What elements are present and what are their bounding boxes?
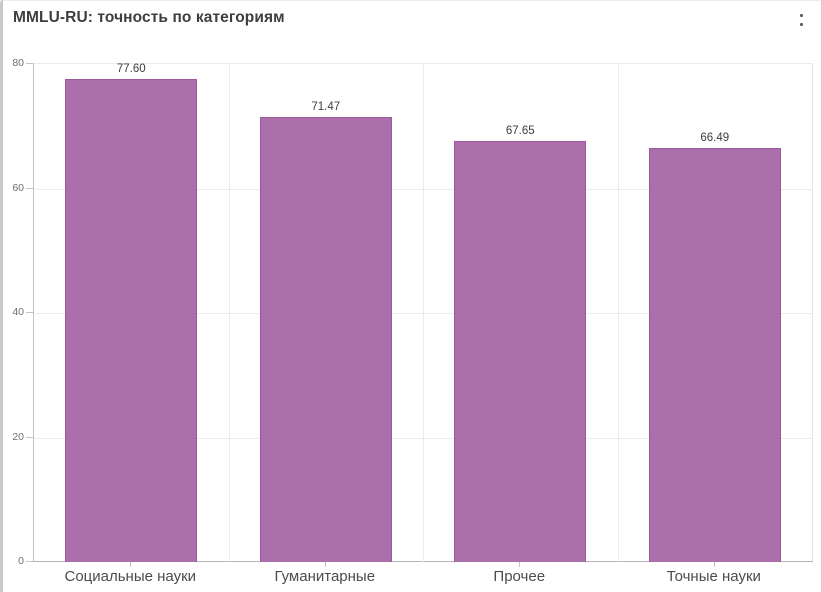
x-axis-tick-mark [713, 562, 715, 567]
gridline-vertical [617, 64, 619, 562]
y-axis-tick-label: 20 [12, 430, 24, 443]
y-axis-tick-label: 40 [12, 306, 24, 318]
bar-value-label: 71.47 [311, 101, 341, 113]
x-axis-tick-mark [324, 562, 326, 567]
bar-slot: 77.60 [34, 63, 229, 562]
card-left-edge [0, 0, 3, 592]
bar-1[interactable] [65, 79, 198, 562]
y-axis-tick-mark [26, 63, 33, 64]
bar-slot: 71.47 [229, 64, 424, 562]
gridline-vertical [228, 64, 230, 562]
kebab-menu-icon[interactable] [794, 11, 808, 33]
x-axis-category-label: Гуманитарные [274, 568, 376, 585]
bar-3[interactable] [454, 141, 587, 562]
kebab-dot [799, 23, 803, 26]
bar-value-label: 77.60 [116, 63, 146, 75]
bar-2[interactable] [259, 117, 392, 562]
bar-value-label: 66.49 [700, 132, 730, 144]
y-axis-tick-label: 60 [12, 181, 24, 194]
x-axis-category-label: Прочее [493, 568, 546, 585]
x-axis-tick-mark [130, 562, 132, 567]
kebab-dot [799, 14, 803, 17]
x-axis-category-label: Социальные науки [64, 568, 197, 585]
y-axis-tick-mark [26, 187, 33, 189]
y-axis-tick-label: 80 [12, 57, 24, 69]
gridline-vertical [423, 64, 424, 562]
card-top-edge [0, 0, 821, 1]
bar-slot: 67.65 [423, 64, 618, 562]
x-axis-category-label: Точные науки [666, 568, 761, 585]
chart-title: MMLU-RU: точность по категориям [13, 9, 285, 26]
y-axis-tick-label: 0 [18, 555, 24, 567]
y-axis-tick-mark [26, 312, 33, 313]
bar-4[interactable] [648, 148, 781, 562]
x-axis-tick-mark [519, 562, 521, 567]
y-axis-tick-mark [26, 561, 33, 562]
bar-value-label: 67.65 [505, 125, 535, 137]
plot-area: 77.60 71.47 67.65 66.49 [33, 63, 813, 562]
bar-slot: 66.49 [618, 64, 813, 562]
y-axis-tick-mark [26, 436, 33, 438]
